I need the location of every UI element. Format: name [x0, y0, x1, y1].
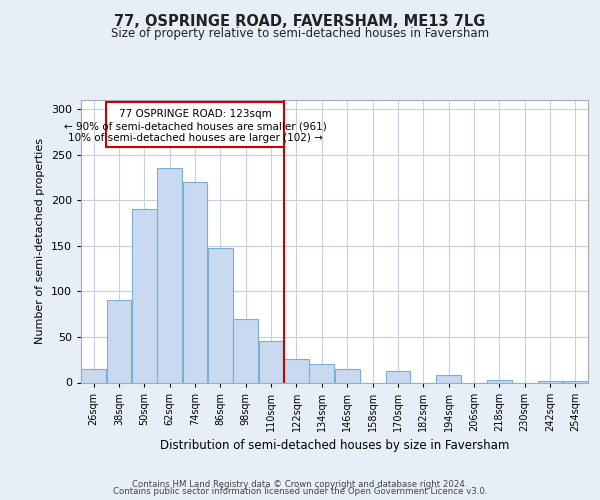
Text: 77, OSPRINGE ROAD, FAVERSHAM, ME13 7LG: 77, OSPRINGE ROAD, FAVERSHAM, ME13 7LG	[115, 14, 485, 29]
Bar	[487, 380, 512, 382]
Bar	[386, 370, 410, 382]
Bar	[82, 369, 106, 382]
Bar	[310, 364, 334, 382]
Text: 77 OSPRINGE ROAD: 123sqm: 77 OSPRINGE ROAD: 123sqm	[119, 108, 271, 118]
Text: Contains HM Land Registry data © Crown copyright and database right 2024.: Contains HM Land Registry data © Crown c…	[132, 480, 468, 489]
Bar	[538, 380, 562, 382]
Bar	[208, 248, 233, 382]
Bar	[183, 182, 208, 382]
Bar	[233, 318, 258, 382]
Bar	[335, 369, 359, 382]
X-axis label: Distribution of semi-detached houses by size in Faversham: Distribution of semi-detached houses by …	[160, 439, 509, 452]
Bar	[284, 359, 309, 382]
Bar	[132, 210, 157, 382]
Y-axis label: Number of semi-detached properties: Number of semi-detached properties	[35, 138, 45, 344]
Text: ← 90% of semi-detached houses are smaller (961): ← 90% of semi-detached houses are smalle…	[64, 122, 326, 132]
Text: 10% of semi-detached houses are larger (102) →: 10% of semi-detached houses are larger (…	[68, 134, 323, 143]
Text: Contains public sector information licensed under the Open Government Licence v3: Contains public sector information licen…	[113, 488, 487, 496]
Bar	[107, 300, 131, 382]
Bar	[436, 375, 461, 382]
Bar	[106, 102, 284, 148]
Bar	[563, 380, 587, 382]
Bar	[157, 168, 182, 382]
Bar	[259, 340, 283, 382]
Text: Size of property relative to semi-detached houses in Faversham: Size of property relative to semi-detach…	[111, 28, 489, 40]
